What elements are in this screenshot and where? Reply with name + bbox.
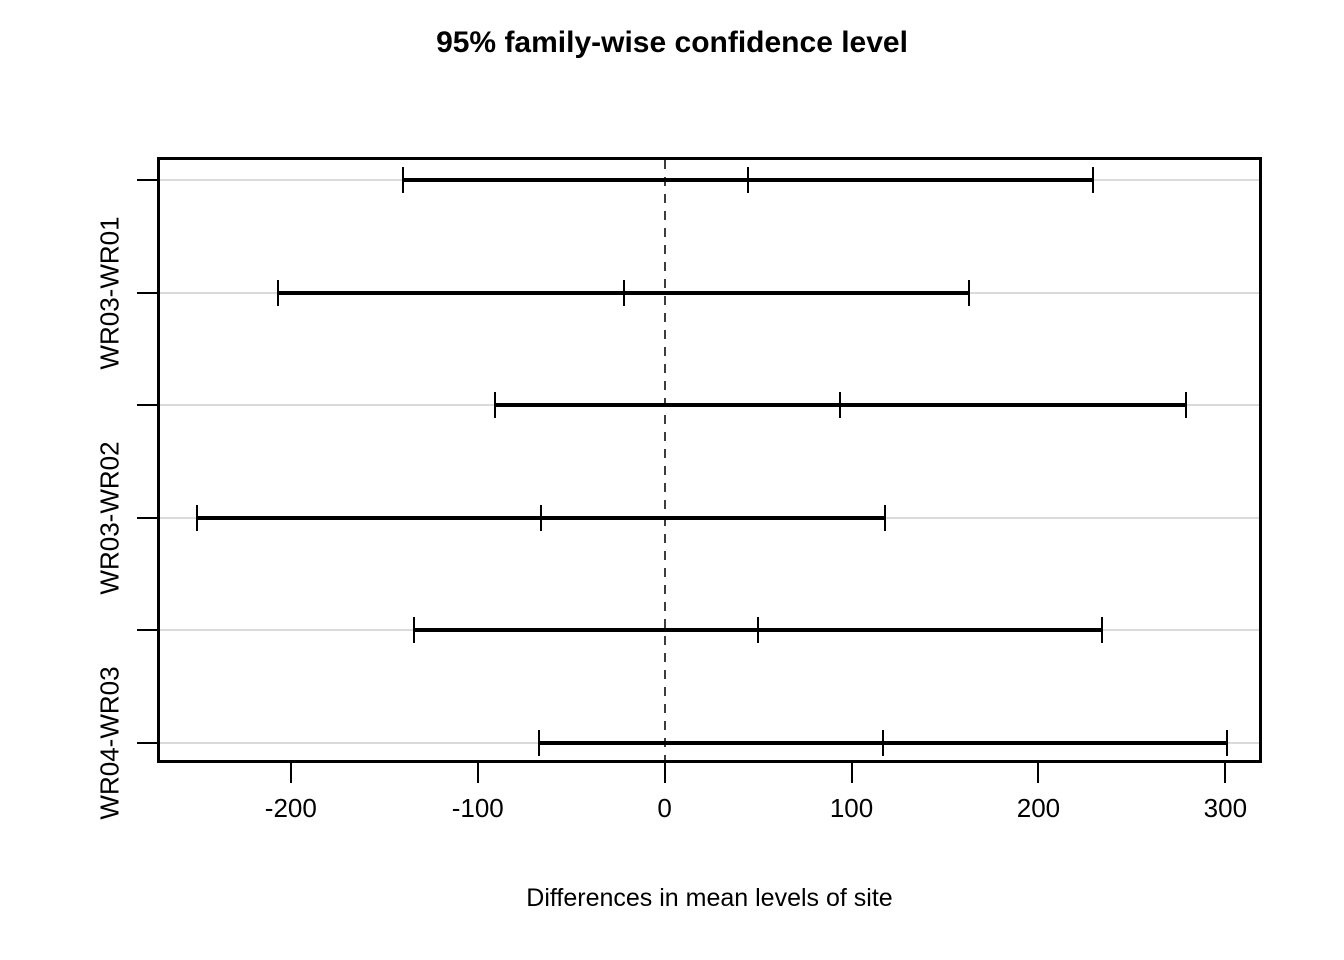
x-tick [663,763,666,783]
interval-center-tick [757,617,760,643]
interval-cap-lower [493,392,496,418]
interval-cap-upper [1091,167,1094,193]
x-tick [289,763,292,783]
interval-center-tick [540,504,543,531]
y-axis-row-label: WR03-WR01 [94,215,125,370]
interval-center-tick [746,167,749,193]
plot-title: 95% family-wise confidence level [436,26,908,59]
y-axis-row-label: WR04-WR03 [94,665,125,820]
x-tick-label: 100 [829,793,874,823]
y-tick [137,179,157,181]
x-tick-label: 200 [1016,793,1061,823]
y-axis-row-label: WR03-WR02 [94,440,125,595]
y-tick [137,404,157,406]
zero-reference-line [663,160,666,760]
x-tick [1037,763,1040,783]
interval-cap-upper [1101,617,1103,643]
plot-area [157,157,1262,763]
interval-center-tick [622,279,625,306]
x-tick [850,763,853,783]
interval-center-tick [882,729,885,756]
x-tick [476,763,479,783]
x-tick-label: -200 [264,793,317,823]
y-tick [137,516,157,519]
interval-cap-upper [1226,729,1229,756]
interval-cap-lower [401,167,404,193]
y-tick [137,291,157,294]
interval-cap-upper [968,279,971,306]
y-tick [137,741,157,744]
interval-cap-upper [1185,392,1188,418]
interval-center-tick [839,392,842,418]
interval-cap-lower [538,729,541,756]
x-tick-label: 300 [1203,793,1248,823]
x-tick [1224,763,1227,783]
x-tick-label: -100 [451,793,504,823]
y-tick [137,629,157,631]
interval-cap-lower [413,617,416,643]
interval-cap-lower [196,504,199,531]
interval-cap-upper [884,504,887,531]
x-tick-label: 0 [657,793,672,823]
interval-cap-lower [276,279,279,306]
x-axis-label: Differences in mean levels of site [526,884,893,912]
